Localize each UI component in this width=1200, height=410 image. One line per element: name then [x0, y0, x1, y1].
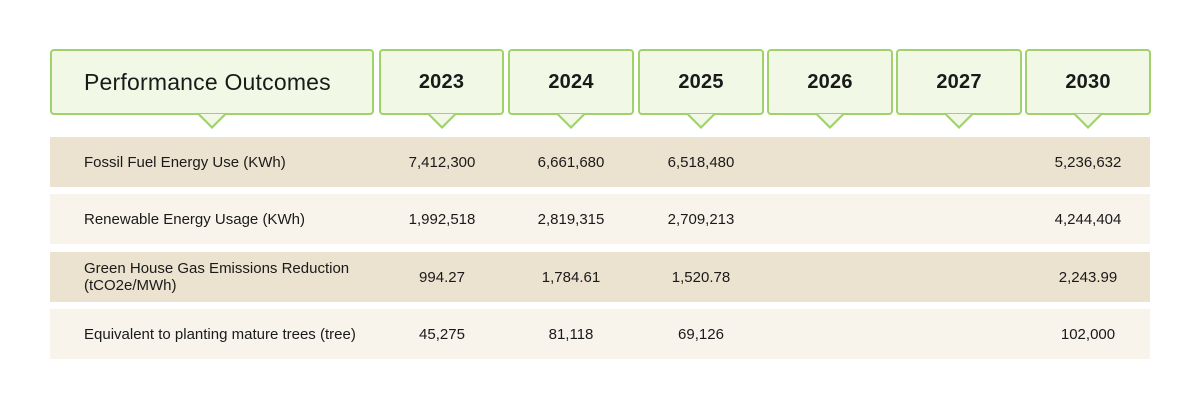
value-2024: 1,784.61 — [541, 268, 601, 286]
year-label: 2023 — [418, 70, 465, 93]
year-label: 2027 — [936, 70, 982, 93]
row-label: Renewable Energy Usage (KWh) — [84, 210, 305, 228]
table-row-ghg-reduction: Green House Gas Emissions Reduction (tCO… — [50, 252, 1150, 302]
header-year-2024: 2024 — [508, 49, 634, 129]
header-year-2026: 2026 — [767, 49, 893, 129]
row-label: Equivalent to planting mature trees (tre… — [84, 325, 356, 343]
value-2024: 6,661,680 — [537, 153, 605, 171]
value-2023: 7,412,300 — [408, 153, 476, 171]
value-2024: 2,819,315 — [537, 210, 605, 228]
value-2030: 102,000 — [1060, 325, 1116, 343]
value-2030: 5,236,632 — [1054, 153, 1122, 171]
row-label: Green House Gas Emissions Reduction (tCO… — [84, 260, 350, 294]
value-2030: 4,244,404 — [1054, 210, 1122, 228]
value-2025: 2,709,213 — [667, 210, 735, 228]
table-row-renewable-energy: Renewable Energy Usage (KWh) 1,992,518 2… — [50, 194, 1150, 244]
value-2026 — [767, 194, 893, 244]
value-2030: 2,243.99 — [1058, 268, 1118, 286]
value-2025: 1,520.78 — [671, 268, 731, 286]
value-2027 — [896, 137, 1022, 187]
value-2026 — [767, 137, 893, 187]
value-2025: 69,126 — [678, 325, 724, 343]
year-label: 2030 — [1065, 70, 1111, 93]
year-label: 2025 — [678, 70, 724, 93]
value-2026 — [767, 309, 893, 359]
header-year-2025: 2025 — [638, 49, 764, 129]
value-2023: 994.27 — [419, 268, 465, 286]
year-label: 2024 — [548, 70, 594, 93]
table-title: Performance Outcomes — [84, 68, 331, 95]
table-row-fossil-fuel: Fossil Fuel Energy Use (KWh) 7,412,300 6… — [50, 137, 1150, 187]
value-2026 — [767, 252, 893, 302]
value-2027 — [896, 309, 1022, 359]
value-2023: 45,275 — [419, 325, 465, 343]
header-performance-outcomes: Performance Outcomes — [50, 49, 374, 129]
value-2025: 6,518,480 — [667, 153, 735, 171]
table-row-planting-trees: Equivalent to planting mature trees (tre… — [50, 309, 1150, 359]
value-2024: 81,118 — [548, 325, 594, 343]
year-label: 2026 — [807, 70, 853, 93]
value-2023: 1,992,518 — [408, 210, 476, 228]
header-year-2023: 2023 — [379, 49, 504, 129]
header-year-2030: 2030 — [1025, 49, 1151, 129]
header-year-2027: 2027 — [896, 49, 1022, 129]
value-2027 — [896, 194, 1022, 244]
value-2027 — [896, 252, 1022, 302]
row-label: Fossil Fuel Energy Use (KWh) — [84, 153, 286, 171]
